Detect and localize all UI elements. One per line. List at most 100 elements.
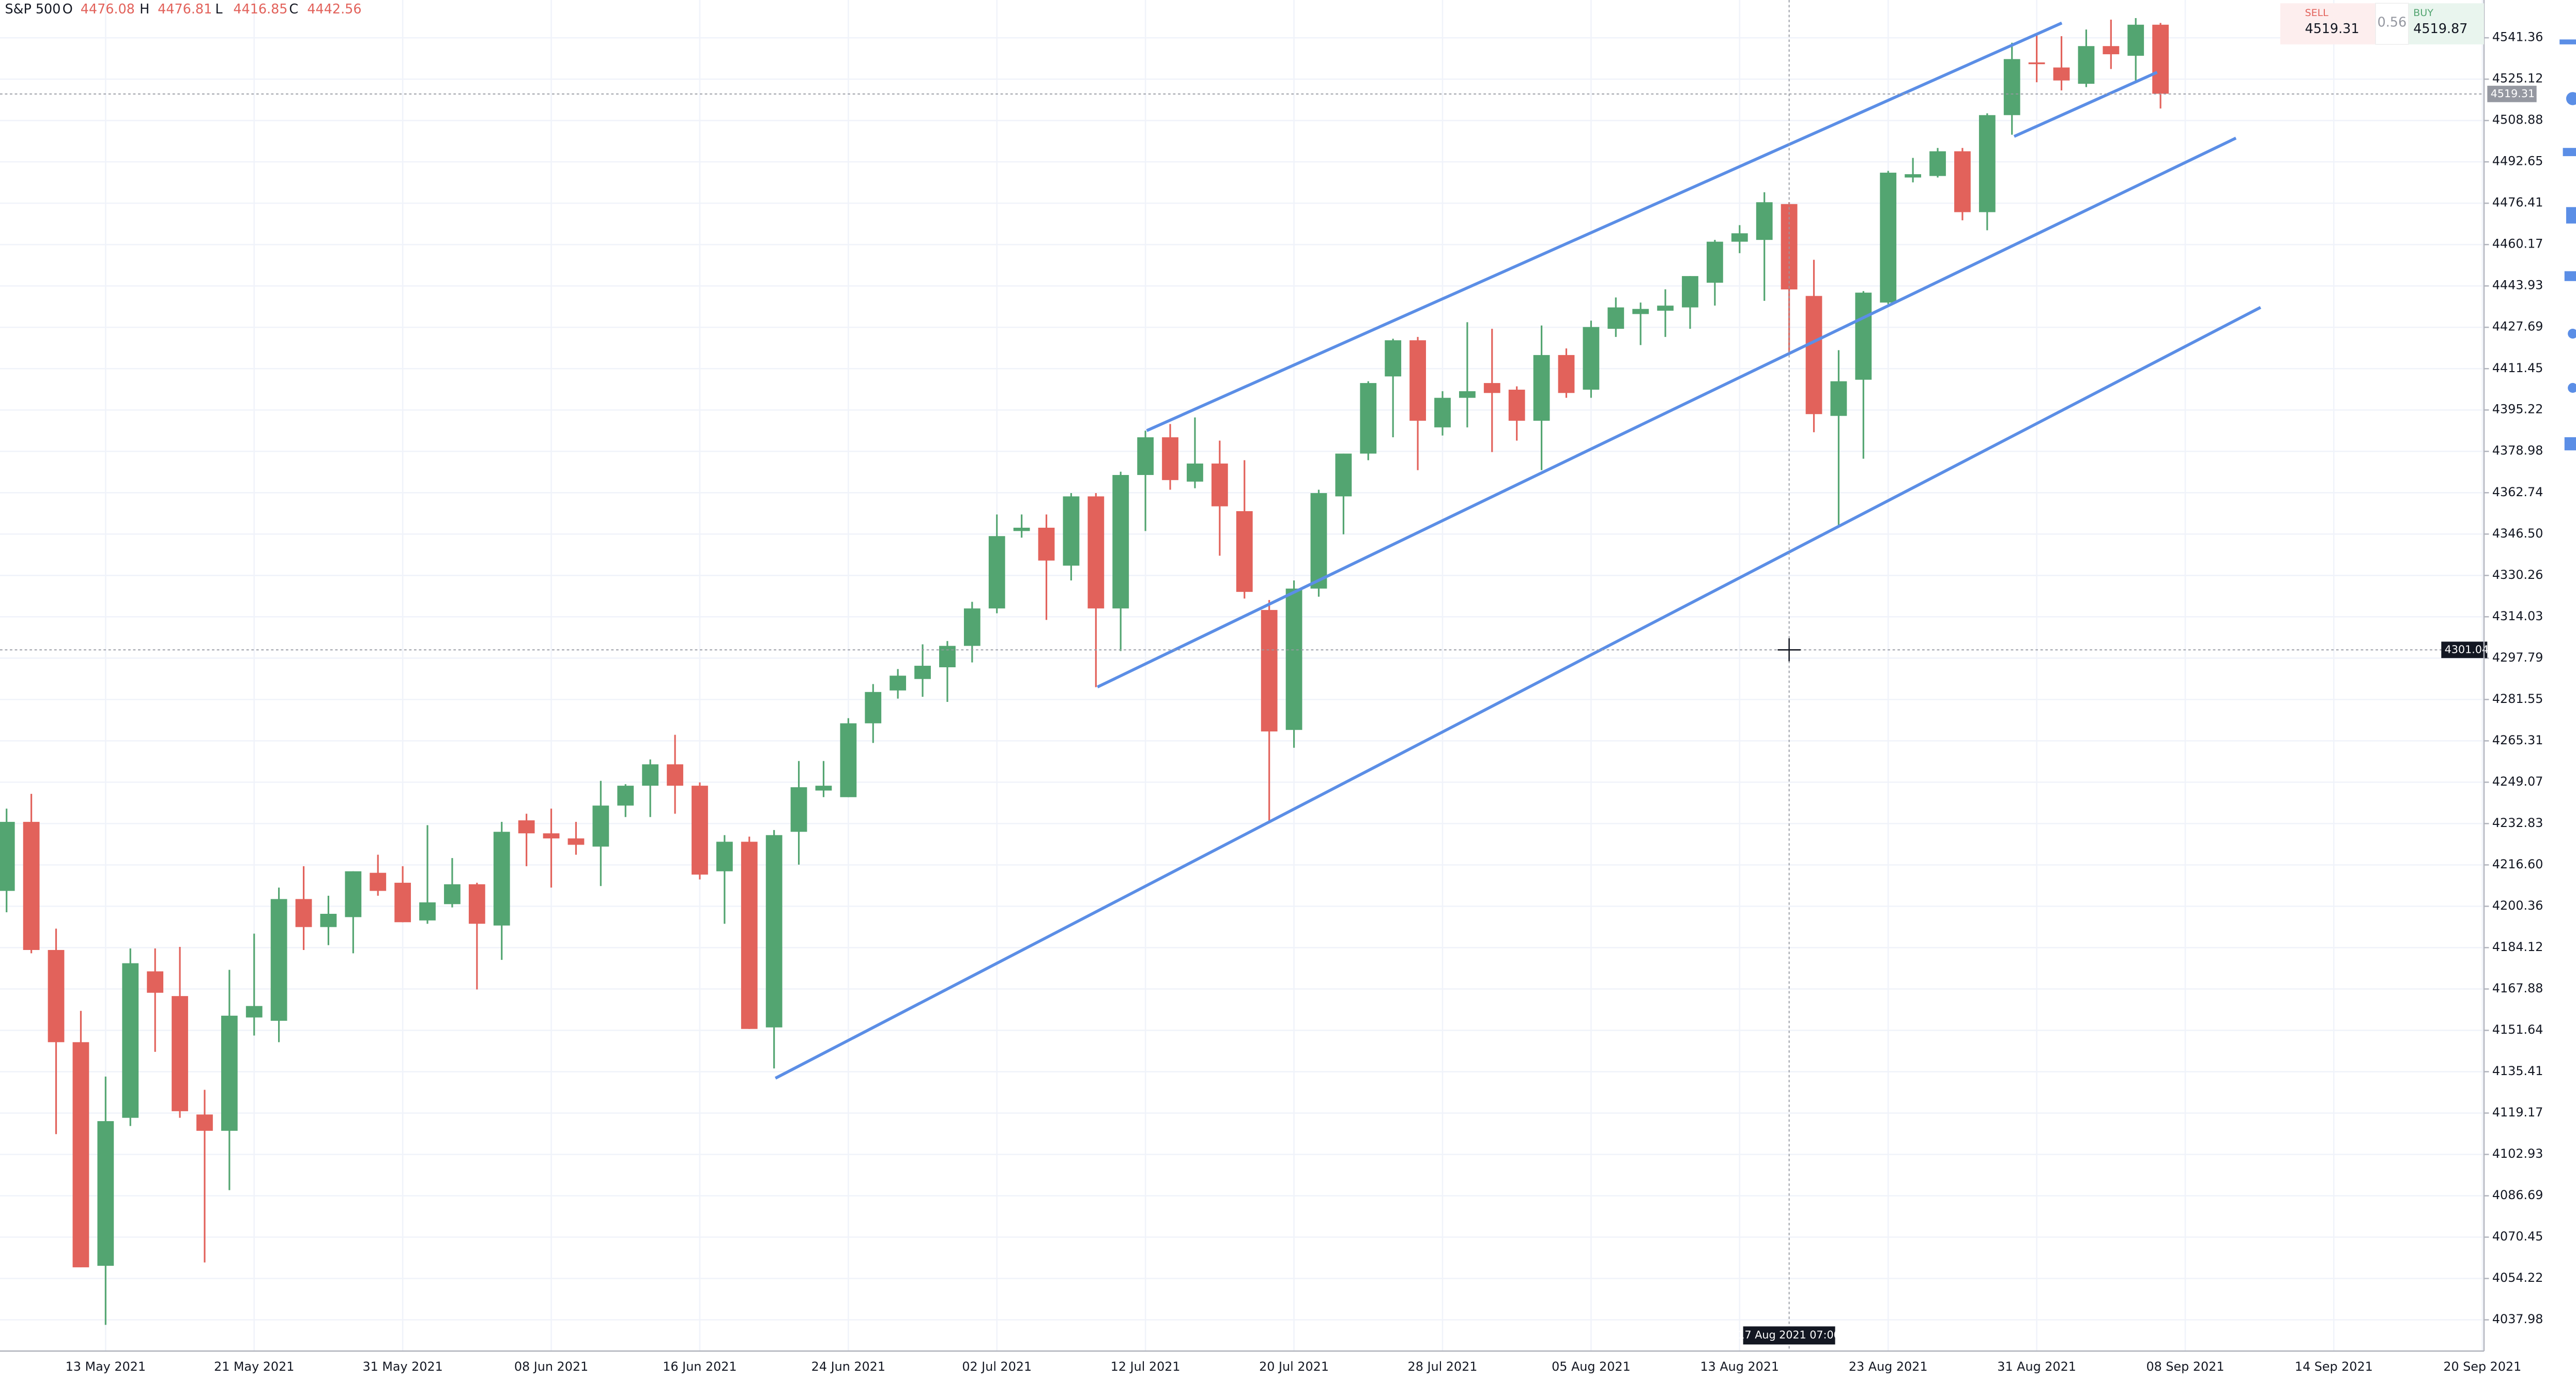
candle-body (1187, 463, 1203, 482)
sell-label: SELL (2305, 7, 2329, 19)
candle-body (1583, 327, 1600, 390)
y-tick-label: 4151.64 (2492, 1022, 2543, 1037)
candle-body (1459, 391, 1476, 398)
sell-button[interactable] (2280, 3, 2376, 44)
y-tick-label: 4297.79 (2492, 650, 2543, 665)
y-tick-label: 4232.83 (2492, 816, 2543, 830)
toolbar (2559, 39, 2576, 451)
candle-body (518, 820, 535, 834)
sell-price: 4519.31 (2305, 21, 2359, 36)
candle-body (246, 1006, 263, 1018)
y-tick-label: 4508.88 (2492, 113, 2543, 127)
y-tick-label: 4411.45 (2492, 361, 2543, 375)
tool-icon[interactable] (2563, 148, 2576, 157)
tool-icon[interactable] (2568, 328, 2576, 339)
candle-body (345, 871, 362, 917)
x-tick-label: 12 Jul 2021 (1111, 1359, 1180, 1374)
x-tick-label: 13 Aug 2021 (1700, 1359, 1779, 1374)
candle-body (2028, 62, 2045, 65)
trend-line[interactable] (1097, 136, 2237, 688)
x-tick-label: 23 Aug 2021 (1849, 1359, 1928, 1374)
candle-body (1409, 340, 1426, 421)
y-tick-label: 4525.12 (2492, 71, 2543, 86)
candle-body (1483, 383, 1500, 393)
y-tick-label: 4265.31 (2492, 733, 2543, 747)
y-tick-label: 4492.65 (2492, 154, 2543, 168)
tool-icon[interactable] (2564, 437, 2576, 451)
tool-icon[interactable] (2566, 92, 2576, 105)
candle-body (790, 787, 807, 832)
y-tick-label: 4541.36 (2492, 30, 2543, 44)
candle-body (196, 1114, 213, 1131)
candle-body (1310, 493, 1327, 589)
candle-body (1285, 588, 1302, 730)
candle-body (2152, 24, 2169, 94)
y-tick-label: 4086.69 (2492, 1188, 2543, 1202)
candle-body (1979, 115, 1996, 212)
x-tick-label: 13 May 2021 (66, 1359, 146, 1374)
candle-body (617, 786, 634, 806)
candle-body (1508, 389, 1525, 421)
candle-body (295, 899, 312, 927)
ohlc-label: C (289, 1, 298, 17)
tool-icon[interactable] (2568, 382, 2576, 393)
y-tick-label: 4184.12 (2492, 940, 2543, 954)
x-tick-label: 02 Jul 2021 (962, 1359, 1032, 1374)
candle-body (1137, 437, 1154, 475)
candle-body (97, 1121, 114, 1266)
candle-body (939, 646, 956, 668)
candle-body (394, 882, 411, 923)
y-tick-label: 4216.60 (2492, 857, 2543, 871)
trend-line[interactable] (2013, 71, 2158, 138)
candle-body (914, 666, 931, 679)
candle-body (493, 832, 510, 926)
candle-body (270, 899, 287, 1021)
candle-body (988, 536, 1005, 609)
trend-line[interactable] (1146, 21, 2063, 432)
candle-body (320, 913, 337, 927)
candle-body (716, 841, 733, 871)
candles (0, 18, 2169, 1325)
spread: 0.56 (2378, 14, 2407, 30)
candle-body (2053, 67, 2070, 81)
ohlc-label: L (215, 1, 223, 17)
y-tick-label: 4314.03 (2492, 609, 2543, 623)
candle-body (122, 963, 139, 1118)
trend-line[interactable] (774, 306, 2262, 1080)
y-tick-label: 4119.17 (2492, 1105, 2543, 1120)
buy-button[interactable] (2408, 3, 2484, 44)
candle-body (1112, 474, 1129, 609)
candle-body (1236, 511, 1253, 592)
candle-body (370, 872, 387, 891)
current-price-label: 4519.31 (2491, 87, 2535, 100)
candle-body (865, 692, 882, 724)
spread-box (2375, 3, 2409, 45)
y-tick-label: 4135.41 (2492, 1064, 2543, 1078)
candle-body (2003, 59, 2020, 115)
candle-body (48, 949, 65, 1043)
ohlc-value: 4476.81 (158, 1, 212, 17)
tool-icon[interactable] (2566, 207, 2576, 224)
tool-icon[interactable] (2559, 39, 2576, 44)
candle-body (1434, 397, 1451, 427)
tool-icon[interactable] (2564, 271, 2576, 281)
x-tick-label: 24 Jun 2021 (811, 1359, 885, 1374)
candle-body (1013, 527, 1030, 531)
x-tick-label: 21 May 2021 (214, 1359, 294, 1374)
candle-body (2078, 46, 2095, 84)
y-tick-label: 4037.98 (2492, 1312, 2543, 1326)
x-tick-label: 31 May 2021 (362, 1359, 442, 1374)
candle-body (172, 996, 188, 1111)
candle-body (1063, 496, 1080, 566)
ohlc-value: 4476.08 (81, 1, 135, 17)
ohlc-value: 4442.56 (307, 1, 361, 17)
x-tick-label: 08 Sep 2021 (2146, 1359, 2225, 1374)
y-tick-label: 4378.98 (2492, 443, 2543, 458)
header: S&P 500 O 4476.08 H 4476.81 L 4416.85 C … (5, 1, 362, 17)
ohlc-value: 4416.85 (233, 1, 287, 17)
trade-panel: SELL 4519.31 0.56 BUY 4519.87 (2280, 3, 2484, 45)
y-tick-label: 4200.36 (2492, 898, 2543, 913)
